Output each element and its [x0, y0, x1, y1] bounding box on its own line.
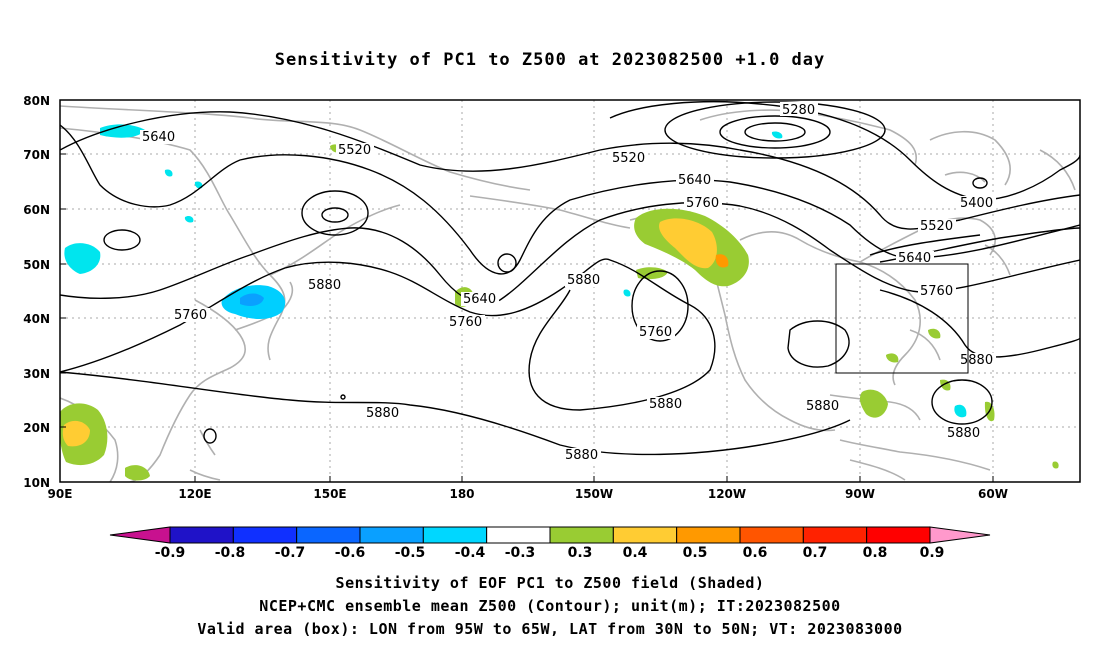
- colorbar-cell: [359, 526, 424, 544]
- colorbar-label: -0.8: [215, 545, 246, 561]
- contour-label: 5760: [686, 196, 719, 211]
- colorbar-label: -0.5: [395, 545, 426, 561]
- colorbar-label: -0.4: [455, 545, 486, 561]
- lon-label: 150E: [313, 487, 346, 501]
- colorbar-cell: [296, 526, 361, 544]
- lat-label: 20N: [23, 421, 50, 435]
- lon-label: 120E: [178, 487, 211, 501]
- colorbar-label: -0.7: [275, 545, 306, 561]
- lon-label: 180: [449, 487, 474, 501]
- lat-label: 30N: [23, 367, 50, 381]
- contour-label: 5640: [678, 173, 711, 188]
- footer-line-3: Valid area (box): LON from 95W to 65W, L…: [197, 620, 903, 638]
- contour-label: 5880: [567, 273, 600, 288]
- colorbar-high-arrow: [929, 526, 991, 544]
- map-title: Sensitivity of PC1 to Z500 at 2023082500…: [274, 50, 826, 70]
- colorbar-cell: [486, 526, 551, 544]
- colorbar: -0.9 -0.8 -0.7 -0.6 -0.5 -0.4 -0.3 0.3 0…: [109, 526, 991, 561]
- valid-area-box: [835, 263, 969, 374]
- colorbar-cell: [169, 526, 234, 544]
- colorbar-label: 0.9: [920, 545, 945, 561]
- contour-label: 5880: [947, 426, 980, 441]
- lon-label: 60W: [978, 487, 1008, 501]
- longitude-labels: 90E 120E 150E 180 150W 120W 90W 60W: [48, 487, 1008, 501]
- contour-label: 5880: [565, 448, 598, 463]
- lat-label: 40N: [23, 312, 50, 326]
- contour-label: 5760: [174, 308, 207, 323]
- contour-labels: 5280 5400 5520 5520 5520 5640 5640 5640 …: [140, 102, 996, 463]
- colorbar-label: 0.3: [568, 545, 593, 561]
- colorbar-label: -0.3: [505, 545, 536, 561]
- lon-label: 150W: [575, 487, 613, 501]
- contour-label: 5520: [612, 151, 645, 166]
- colorbar-label: 0.8: [863, 545, 888, 561]
- graticule: [60, 100, 1080, 482]
- contour-label: 5640: [898, 251, 931, 266]
- colorbar-label: 0.5: [683, 545, 708, 561]
- footer-line-1: Sensitivity of EOF PC1 to Z500 field (Sh…: [335, 574, 765, 592]
- contour-label: 5760: [920, 284, 953, 299]
- colorbar-cell: [612, 526, 678, 544]
- colorbar-cell: [422, 526, 488, 544]
- colorbar-cell: [739, 526, 804, 544]
- colorbar-label: 0.6: [743, 545, 768, 561]
- contour-label: 5280: [782, 103, 815, 118]
- contour-label: 5640: [142, 130, 175, 145]
- colorbar-labels: -0.9 -0.8 -0.7 -0.6 -0.5 -0.4 -0.3 0.3 0…: [155, 545, 945, 561]
- colorbar-low-arrow: [109, 526, 171, 544]
- colorbar-cell: [676, 526, 741, 544]
- lon-label: 90W: [845, 487, 875, 501]
- colorbar-cell: [232, 526, 298, 544]
- contour-label: 5880: [806, 399, 839, 414]
- colorbar-label: 0.7: [803, 545, 828, 561]
- lat-label: 70N: [23, 148, 50, 162]
- contour-label: 5400: [960, 196, 993, 211]
- contour-label: 5520: [920, 219, 953, 234]
- contour-label: 5880: [649, 397, 682, 412]
- contour-label: 5760: [449, 315, 482, 330]
- lat-label: 50N: [23, 258, 50, 272]
- map-frame: [59, 99, 1081, 483]
- contour-label: 5760: [639, 325, 672, 340]
- contour-label: 5520: [338, 143, 371, 158]
- footer-line-2: NCEP+CMC ensemble mean Z500 (Contour); u…: [259, 597, 841, 615]
- contour-label: 5880: [960, 353, 993, 368]
- lat-label: 60N: [23, 203, 50, 217]
- latitude-labels: 80N 70N 60N 50N 40N 30N 20N 10N: [23, 94, 50, 490]
- colorbar-label: -0.9: [155, 545, 186, 561]
- z500-contours: [60, 101, 1080, 456]
- lon-label: 120W: [708, 487, 746, 501]
- lon-label: 90E: [48, 487, 73, 501]
- colorbar-cell: [866, 526, 931, 544]
- colorbar-cells: [169, 526, 931, 544]
- colorbar-cell: [549, 526, 614, 544]
- contour-label: 5640: [463, 292, 496, 307]
- lat-label: 10N: [23, 476, 50, 490]
- contour-label: 5880: [308, 278, 341, 293]
- colorbar-label: 0.4: [623, 545, 648, 561]
- lat-label: 80N: [23, 94, 50, 108]
- colorbar-cell: [802, 526, 868, 544]
- colorbar-label: -0.6: [335, 545, 366, 561]
- contour-label: 5880: [366, 406, 399, 421]
- tick-marks: [60, 153, 994, 482]
